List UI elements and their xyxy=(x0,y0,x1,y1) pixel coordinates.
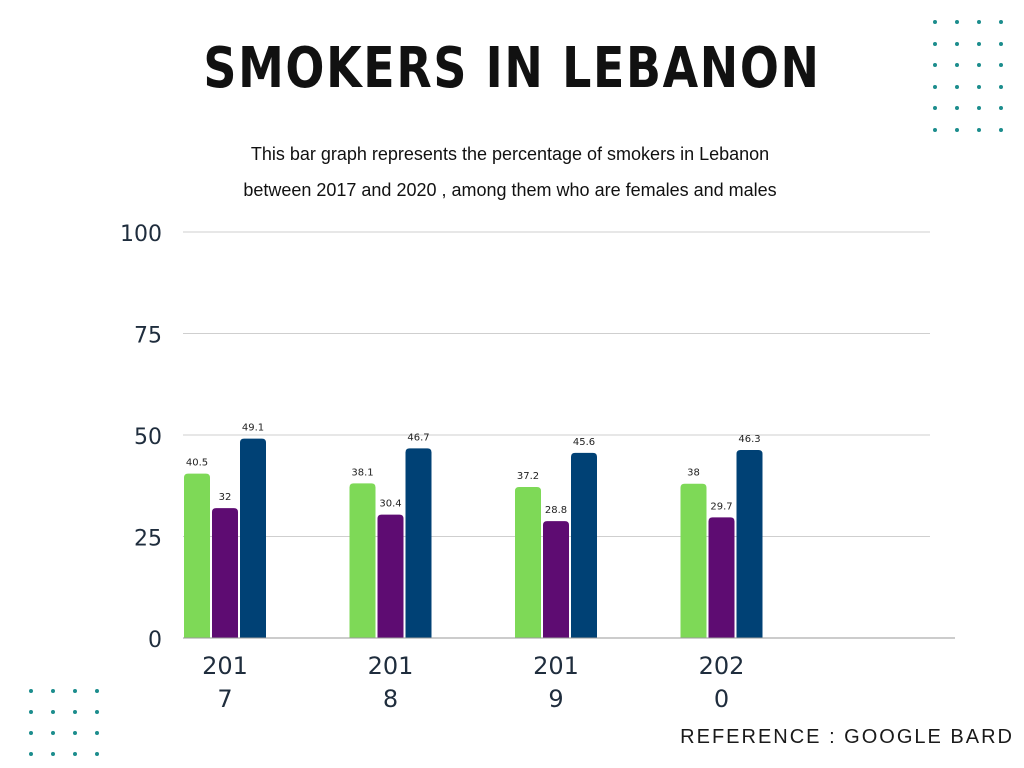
decor-dot xyxy=(977,128,981,132)
decor-dot xyxy=(933,128,937,132)
data-label: 49.1 xyxy=(242,423,264,434)
decor-dot xyxy=(999,41,1003,46)
decor-dot xyxy=(29,731,33,735)
decor-dot xyxy=(977,20,981,24)
x-tick-label: 201 xyxy=(368,652,414,680)
decor-dot xyxy=(933,41,937,46)
data-label: 46.7 xyxy=(407,432,429,443)
decor-dot xyxy=(73,752,77,756)
decor-dot xyxy=(51,689,55,693)
decor-dot xyxy=(933,84,937,89)
bar xyxy=(184,473,210,638)
decor-dot xyxy=(977,63,981,68)
data-label: 29.7 xyxy=(710,501,732,512)
decor-dot xyxy=(977,41,981,46)
reference-note: REFERENCE : GOOGLE BARD xyxy=(680,726,1014,748)
x-tick-label: 0 xyxy=(714,685,729,713)
data-label: 38 xyxy=(687,468,700,479)
decor-dot xyxy=(999,128,1003,132)
y-tick-label: 50 xyxy=(134,425,162,450)
data-label: 46.3 xyxy=(738,434,760,445)
y-tick-label: 0 xyxy=(148,628,162,653)
decor-dot xyxy=(955,106,959,111)
x-tick-label: 202 xyxy=(699,652,745,680)
bar xyxy=(377,514,404,638)
decor-dot xyxy=(51,752,55,756)
bar xyxy=(736,450,763,638)
bar xyxy=(571,452,597,638)
decor-dot xyxy=(933,106,937,111)
decor-dot xyxy=(51,731,55,735)
page-title: SMOKERS IN LEBANON xyxy=(203,36,821,101)
data-label: 28.8 xyxy=(545,505,567,516)
data-label: 45.6 xyxy=(573,437,595,448)
bar xyxy=(515,486,541,638)
decor-dot xyxy=(955,128,959,132)
bar xyxy=(212,508,238,638)
decor-dot xyxy=(73,731,77,735)
decor-dot xyxy=(999,20,1003,24)
decor-dot xyxy=(933,20,937,24)
y-tick-label: 75 xyxy=(134,324,162,349)
decor-dot xyxy=(955,20,959,24)
bar xyxy=(543,521,569,638)
decor-dot xyxy=(955,63,959,68)
data-label: 40.5 xyxy=(186,458,208,469)
decor-dot xyxy=(977,84,981,89)
decor-dot xyxy=(999,84,1003,89)
x-tick-label: 201 xyxy=(533,652,579,680)
x-tick-label: 8 xyxy=(383,685,398,713)
decor-dot xyxy=(95,731,99,735)
y-tick-label: 100 xyxy=(120,222,162,247)
data-label: 30.4 xyxy=(379,499,401,510)
decor-dot xyxy=(29,689,33,693)
chart-subtitle-line-2: between 2017 and 2020 , among them who a… xyxy=(243,180,777,200)
decor-dot xyxy=(29,752,33,756)
decor-dot xyxy=(977,106,981,111)
chart-subtitle-line-1: This bar graph represents the percentage… xyxy=(250,144,770,164)
decor-dot xyxy=(95,752,99,756)
decor-dot xyxy=(955,41,959,46)
y-tick-label: 25 xyxy=(134,527,162,552)
x-tick-label: 7 xyxy=(217,685,232,713)
data-label: 37.2 xyxy=(517,471,539,482)
decor-dot xyxy=(95,689,99,693)
bar xyxy=(405,448,432,638)
bar xyxy=(240,438,266,638)
decor-dot xyxy=(955,84,959,89)
decor-dot xyxy=(73,710,77,714)
x-tick-label: 9 xyxy=(548,685,563,713)
data-label: 38.1 xyxy=(351,467,373,478)
decor-dot xyxy=(29,710,33,714)
decor-dot xyxy=(73,689,77,693)
decor-dot xyxy=(95,710,99,714)
data-label: 32 xyxy=(219,492,232,503)
bar xyxy=(680,483,707,638)
decor-dot xyxy=(999,63,1003,68)
bar xyxy=(708,517,735,638)
x-tick-label: 201 xyxy=(202,652,248,680)
decor-dot xyxy=(51,710,55,714)
decor-dot xyxy=(999,106,1003,111)
bar xyxy=(349,483,376,638)
decor-dot xyxy=(933,63,937,68)
